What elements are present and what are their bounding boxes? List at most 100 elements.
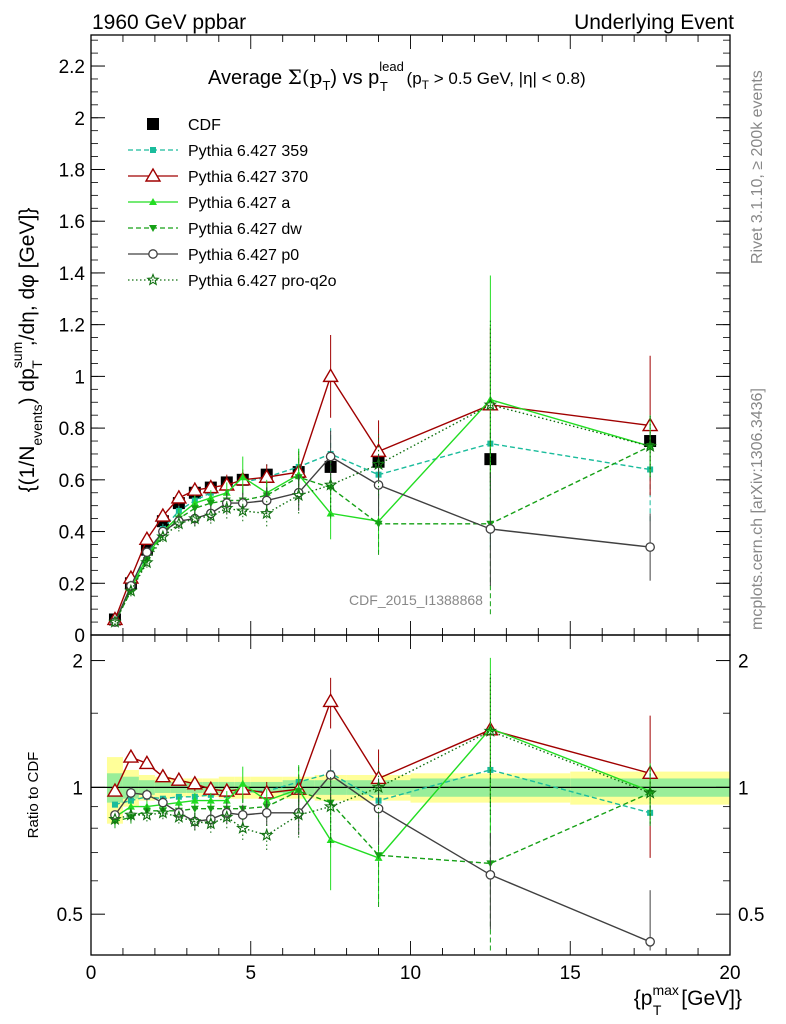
data-point: [645, 542, 655, 552]
legend-marker: [150, 147, 156, 153]
legend-marker: [144, 167, 162, 182]
header-right: Underlying Event: [574, 11, 734, 34]
ratio-y-tick-label: 1: [72, 778, 83, 799]
data-point: [371, 457, 386, 471]
data-point: [291, 488, 306, 502]
data-point: [323, 799, 338, 813]
data-point: [260, 828, 274, 841]
y-tick-label: 0.8: [59, 419, 85, 440]
data-point: [261, 807, 272, 818]
data-point: [260, 506, 274, 520]
data-point: [126, 788, 136, 798]
ratio-y-tick-label-right: 2: [738, 652, 749, 673]
series-pythia-6-427-pro-q2o: [108, 673, 657, 851]
data-point: [237, 498, 248, 508]
legend-marker: [149, 198, 157, 205]
data-point: [643, 785, 657, 799]
legend-label: CDF: [188, 117, 221, 134]
data-point: [142, 789, 152, 800]
data-point: [174, 798, 183, 806]
analysis-id: CDF_2015_I1388868: [349, 592, 483, 608]
data-point: [186, 775, 204, 790]
data-point: [237, 810, 248, 820]
data-point: [291, 807, 306, 821]
y-tick-label: 0.2: [59, 574, 85, 595]
data-point: [485, 869, 496, 880]
series-pythia-6-427-pro-q2o: [108, 319, 657, 628]
data-point: [322, 367, 339, 383]
data-point: [154, 768, 172, 783]
data-point: [170, 771, 188, 786]
rivet-version: Rivet 3.1.10, ≥ 200k events: [749, 70, 766, 264]
legend-marker: [148, 249, 158, 259]
data-point: [206, 796, 215, 804]
legend-label: Pythia 6.427 dw: [188, 221, 302, 238]
data-point: [645, 936, 655, 947]
data-point: [156, 529, 170, 543]
data-point: [172, 810, 186, 823]
y-tick-label: 1.4: [59, 264, 86, 285]
data-point: [483, 397, 498, 411]
data-point: [374, 852, 383, 860]
data-point: [188, 511, 202, 525]
ratio-uncertainty-band: [91, 757, 730, 824]
data-point: [206, 500, 215, 508]
legend-label: Pythia 6.427 359: [188, 143, 308, 160]
data-point: [483, 723, 498, 737]
data-point: [142, 807, 151, 815]
data-point: [188, 814, 202, 828]
ratio-y-tick-label: 0.5: [57, 905, 83, 926]
legend-label: Pythia 6.427 p0: [188, 247, 299, 264]
ratio-y-tick-label: 2: [72, 652, 83, 673]
x-tick-label: 10: [400, 963, 421, 984]
data-point: [235, 821, 250, 834]
data-point: [170, 489, 188, 504]
plot-title: Average Σ(pT) vs plead T (pT > 0.5 GeV, |…: [208, 59, 586, 94]
y-tick-label: 0.6: [59, 471, 85, 492]
data-point: [235, 503, 250, 517]
data-point: [485, 524, 496, 534]
ratio-series-layer: [106, 657, 659, 951]
ratio-y-axis-label: Ratio to CDF: [25, 752, 42, 839]
data-point: [190, 796, 199, 804]
data-point: [142, 547, 152, 558]
data-point: [325, 770, 336, 780]
series-line: [114, 404, 651, 623]
legend-marker: [147, 118, 159, 130]
data-point: [154, 507, 172, 522]
x-tick-label: 5: [245, 963, 256, 984]
data-point: [220, 810, 234, 823]
data-point: [261, 495, 272, 506]
series-pythia-6-427-370: [106, 327, 659, 626]
legend-marker: [149, 225, 157, 232]
data-point: [371, 780, 386, 794]
main-y-axis-label: {(1/Nevents) dpsum T,/dη, dφ [GeV]}: [9, 208, 45, 493]
data-point: [646, 443, 655, 451]
y-tick-label: 1.8: [59, 160, 85, 181]
data-point: [126, 802, 135, 810]
y-tick-label: 2.2: [59, 57, 85, 78]
main-series-layer: [106, 275, 659, 628]
data-point: [206, 493, 215, 501]
data-point: [108, 615, 122, 628]
y-tick-label: 1: [74, 367, 85, 388]
y-tick-label: 1.6: [59, 212, 85, 233]
legend-label: Pythia 6.427 pro-q2o: [188, 273, 337, 290]
data-point: [204, 508, 218, 522]
data-point: [323, 477, 338, 491]
data-point: [373, 480, 384, 490]
data-point: [190, 499, 199, 507]
legend-label: Pythia 6.427 a: [188, 195, 290, 212]
data-point: [204, 816, 218, 830]
data-point: [238, 473, 247, 481]
data-point: [140, 555, 154, 569]
data-point: [106, 782, 124, 797]
ratio-ticks: 0.5 0.51 12 20 5 10 15 20: [57, 635, 764, 984]
data-point: [643, 439, 657, 452]
data-point: [124, 807, 138, 821]
data-point: [322, 693, 339, 708]
data-point: [190, 805, 199, 813]
main-y-ticks: 0 0.2 0.4 0.6 0.8 1 1.2 1.4 1.6 1.8 2 2.2: [59, 35, 731, 647]
data-point: [326, 836, 335, 844]
